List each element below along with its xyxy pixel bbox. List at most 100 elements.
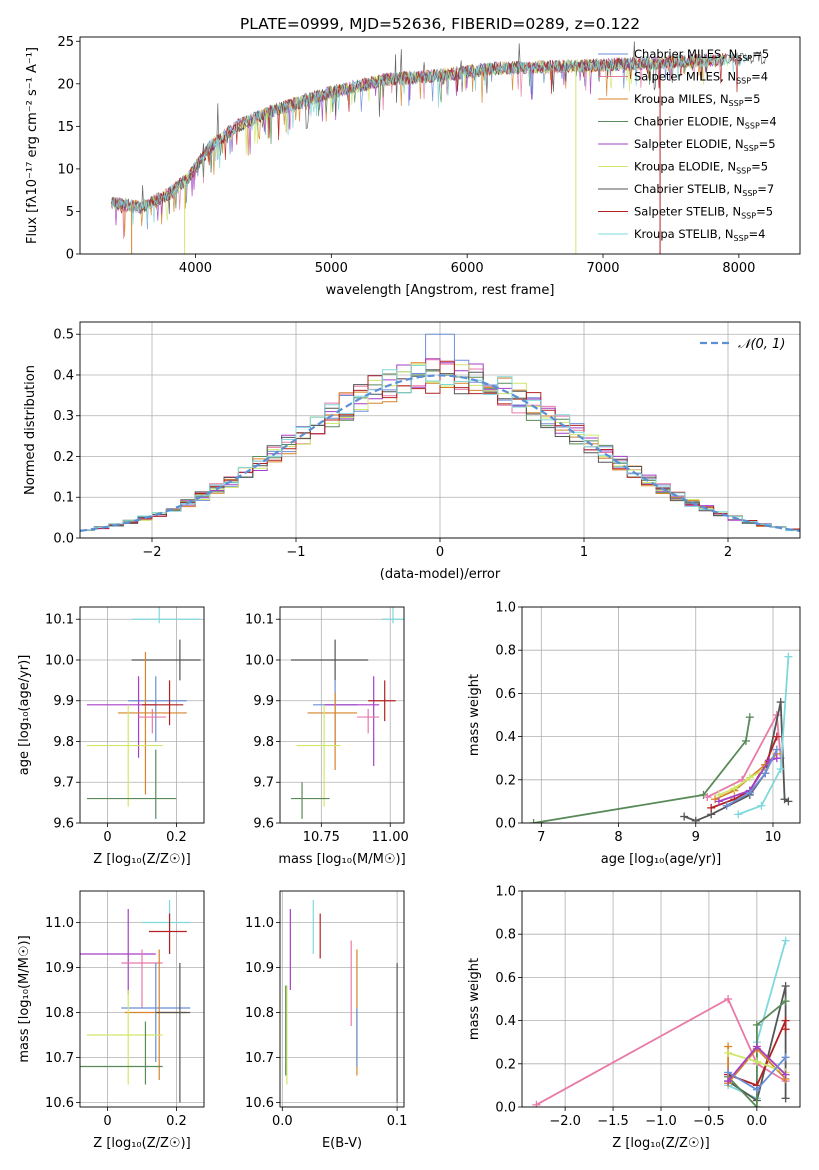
histogram-panel: −2 −1 0 1 2 0.0 0.1 0.2 0.3 0.4 0.5 (data-model)/er… [23, 321, 801, 582]
massweight_vs_Z-series-kroupa_miles [724, 1042, 790, 1088]
mass_vs_Z-xtick-label: 0 [103, 1114, 111, 1129]
massweight_vs_age-grid [522, 606, 800, 824]
age_vs_mass-errorbar [291, 639, 369, 681]
mass_vs_ebv-ytick-label: 10.6 [245, 1096, 274, 1111]
spectrum-series-salpeter_stelib [111, 52, 742, 214]
spectrum-legend-entry: Salpeter STELIB, NSSP=5 [634, 205, 773, 221]
age_vs_Z-xtick-label: 0.2 [166, 830, 187, 845]
massweight_vs_age-series-salpeter_miles [703, 711, 785, 802]
spectrum-xtick-label: 4000 [179, 261, 212, 276]
massweight_vs_age-ytick-label: 0.8 [495, 644, 516, 659]
mass_vs_Z-ytick-label: 10.7 [45, 1051, 74, 1066]
age_vs_Z-panel: 0 0.2 9.6 9.7 9.8 9.9 10.0 10.1 Z [log₁₀(Z/Z☉)] a… [17, 606, 205, 867]
mass_vs_Z-ylabel: mass [log₁₀(M/M☉)] [17, 935, 32, 1062]
spectrum-legend-entry: Salpeter ELODIE, NSSP=5 [634, 137, 776, 153]
residual_histogram-ytick-label: 0.0 [53, 532, 74, 547]
spectrum-legend-entry: Salpeter MILES, NSSP=4 [634, 70, 768, 86]
residual_histogram-ylabel: Normed distribution [23, 365, 38, 495]
age_vs_mass-errorbar [324, 676, 380, 766]
residual_histogram-ytick-label: 0.1 [53, 491, 74, 506]
age_vs_Z-errorbar [131, 607, 201, 624]
massweight_vs_Z-ytick-label: 0.0 [495, 1101, 516, 1116]
age_vs_Z-ylabel: age [log₁₀(age/yr)] [17, 655, 32, 776]
spectrum-frame [79, 36, 801, 255]
spectrum-ytick-label: 5 [66, 205, 74, 220]
massweight_vs_Z-frame [521, 890, 801, 1108]
mass_vs_Z-xlabel: Z [log₁₀(Z/Z☉)] [93, 1136, 190, 1151]
age_vs_mass-xtick-label: 10.75 [303, 830, 340, 845]
massweight_vs_Z-xtick-label: −2.0 [549, 1114, 581, 1129]
massweight_vs_age-plot-area [529, 652, 793, 823]
mass_vs_ebv-panel: 0.0 0.1 10.6 10.7 10.8 10.9 11.0 E(B-V) [245, 890, 408, 1151]
age_vs_Z-errorbar [142, 680, 184, 726]
residual_histogram-xtick-label: 1 [580, 545, 588, 560]
age_vs_Z-ytick-label: 10.1 [45, 613, 74, 628]
age_vs_mass-ytick-label: 10.0 [245, 653, 274, 668]
mass_vs_Z-frame [79, 890, 205, 1108]
histogram-legend-entry: 𝒩(0, 1) [738, 337, 785, 352]
spectrum-legend-entry: Kroupa ELODIE, NSSP=5 [634, 160, 768, 176]
age_vs_Z-xlabel: Z [log₁₀(Z/Z☉)] [93, 852, 190, 867]
age_vs_Z-ytick-label: 10.0 [45, 653, 74, 668]
age_vs_Z-errorbar [131, 639, 201, 681]
mass_vs_ebv-grid [280, 891, 404, 1107]
massweight_vs_age-ytick-label: 0.0 [495, 817, 516, 832]
massweight_vs_age-xtick-label: 8 [614, 830, 622, 845]
normal-curve [80, 374, 800, 532]
massweight_vs_Z-series-chabrier_miles [724, 1053, 790, 1094]
massweight_vs_Z-ytick-label: 0.4 [495, 1014, 516, 1029]
histogram-series-kroupa_stelib [80, 365, 800, 532]
figure-title: PLATE=0999, MJD=52636, FIBERID=0289, z=0… [240, 15, 640, 33]
age_vs_mass-errorbar [296, 704, 341, 807]
residual_histogram-xtick-label: 2 [724, 545, 732, 560]
massweight_vs_Z-ylabel: mass weight [467, 958, 482, 1040]
mass_vs_ebv-ytick-label: 10.8 [245, 1006, 274, 1021]
mass_vs_Z-ytick-label: 11.0 [45, 916, 74, 931]
age_vs_Z-errorbar [128, 676, 187, 742]
age_vs_mass-errorbar [307, 692, 358, 771]
age_vs_Z-errorbar [86, 704, 163, 807]
histogram-plot-area [80, 333, 800, 532]
massweight_vs_Z-panel: −2.0 −1.5 −1.0 −0.5 0.0 0.0 0.2 0.4 0.6 0.8 1.0 Z [… [467, 885, 801, 1151]
residual_histogram-ytick-label: 0.4 [53, 368, 74, 383]
mass_vs_ebv-ytick-label: 10.7 [245, 1051, 274, 1066]
massweight_vs_age-ylabel: mass weight [467, 674, 482, 756]
spectrum-ytick-label: 0 [66, 248, 74, 263]
age_vs_Z-plot-area [86, 607, 201, 819]
age_vs_mass-errorbar [368, 680, 396, 722]
massweight_vs_Z-ytick-label: 1.0 [495, 885, 516, 900]
mass_vs_ebv-ytick-label: 10.9 [245, 961, 274, 976]
massweight_vs_age-ytick-label: 1.0 [495, 601, 516, 616]
age_vs_mass-errorbar [357, 708, 380, 734]
residual_histogram-xtick-label: −2 [142, 545, 161, 560]
massweight_vs_age-xlabel: age [log₁₀(age/yr)] [601, 852, 722, 867]
massweight_vs_age-xtick-label: 10 [765, 830, 782, 845]
mass_vs_Z-plot-area [80, 900, 191, 1103]
age_vs_Z-ytick-label: 9.7 [53, 776, 74, 791]
massweight_vs_age-ytick-label: 0.4 [495, 730, 516, 745]
massweight_vs_Z-xlabel: Z [log₁₀(Z/Z☉)] [612, 1136, 709, 1151]
massweight_vs_Z-ytick-label: 0.6 [495, 971, 516, 986]
spectrum-ytick-label: 20 [57, 77, 74, 92]
histogram-legend: 𝒩(0, 1) [700, 337, 785, 352]
mass_vs_Z-ytick-label: 10.6 [45, 1096, 74, 1111]
age_vs_mass-errorbar [291, 782, 330, 819]
mass_vs_Z-ytick-label: 10.8 [45, 1006, 74, 1021]
age_vs_Z-xtick-label: 0 [103, 830, 111, 845]
mass_vs_Z-xtick-label: 0.2 [166, 1114, 187, 1129]
age_vs_mass-errorbar [381, 607, 404, 624]
massweight_vs_age-panel: 7 8 9 10 0.0 0.2 0.4 0.6 0.8 1.0 age [log₁₀(age/yr… [467, 601, 801, 867]
massweight_vs_Z-xtick-label: 0.0 [747, 1114, 768, 1129]
age_vs_Z-ytick-label: 9.8 [53, 735, 74, 750]
age_vs_mass-panel: 10.75 11.00 9.6 9.7 9.8 9.9 10.0 10.1 mass [log₁… [245, 606, 409, 867]
histogram-frame [79, 321, 801, 539]
mass_vs_ebv-xtick-label: 0.1 [387, 1114, 408, 1129]
massweight_vs_age-xtick-label: 7 [537, 830, 545, 845]
spectrum-legend-entry: Chabrier MILES, NSSP=5 [634, 47, 769, 63]
age_vs_mass-ytick-label: 9.7 [253, 776, 274, 791]
massweight_vs_Z-xtick-label: −1.5 [597, 1114, 629, 1129]
massweight_vs_Z-ytick-label: 0.8 [495, 928, 516, 943]
massweight_vs_age-series-kroupa_stelib [734, 652, 793, 819]
mass_vs_Z-ytick-label: 10.9 [45, 961, 74, 976]
